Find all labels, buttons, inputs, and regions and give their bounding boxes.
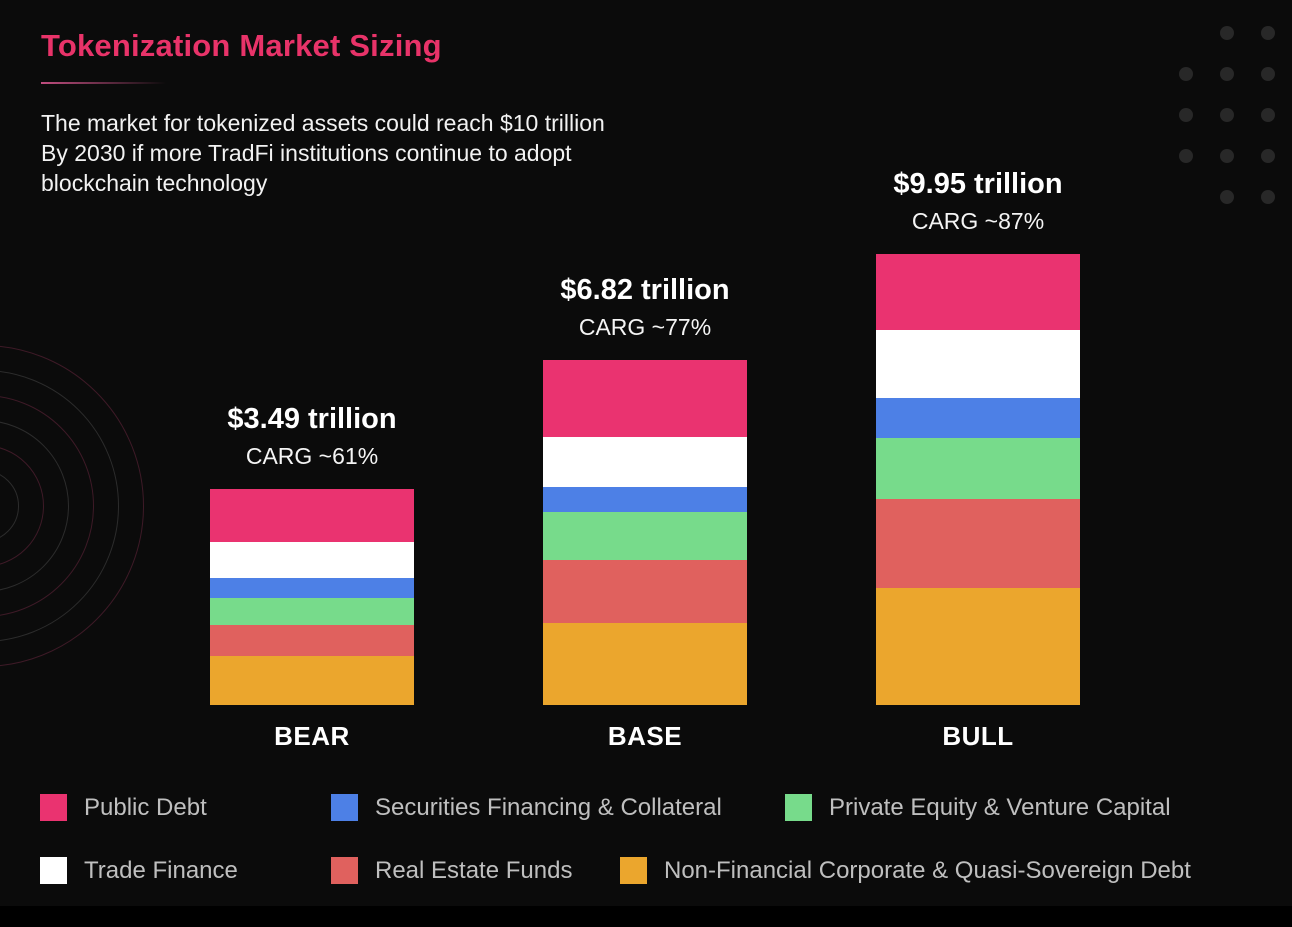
legend-swatch-private-equity-venture-capital — [785, 794, 812, 821]
legend-item-real-estate-funds: Real Estate Funds — [331, 857, 620, 885]
legend-row-2: Trade Finance Real Estate Funds Non-Financ… — [40, 856, 1191, 885]
segment-real-estate-funds — [543, 560, 747, 623]
dot-decoration — [1220, 26, 1234, 40]
segment-non-financial-corporate-quasi-sovereign-debt — [543, 623, 747, 705]
legend-label-public-debt: Public Debt — [84, 793, 207, 821]
legend-item-public-debt: Public Debt — [40, 794, 331, 822]
segment-private-equity-venture-capital — [543, 512, 747, 560]
legend-label-real-estate-funds: Real Estate Funds — [375, 856, 573, 884]
subtitle-line: blockchain technology — [41, 170, 268, 196]
stacked-bar-base — [543, 360, 747, 705]
legend-label-non-financial-corporate-quasi-sovereign-debt: Non-Financial Corporate & Quasi-Sovereig… — [664, 856, 1191, 884]
legend-row-1: Public Debt Securities Financing & Collat… — [40, 793, 1191, 822]
segment-public-debt — [543, 360, 747, 437]
segment-non-financial-corporate-quasi-sovereign-debt — [876, 588, 1080, 705]
subtitle: The market for tokenized assets could re… — [41, 108, 605, 198]
legend-label-securities-financing-collateral: Securities Financing & Collateral — [375, 793, 722, 821]
scenario-label-bear: BEAR — [274, 721, 350, 751]
growth-label-bear: CARG ~61% — [245, 443, 379, 469]
dot-decoration — [1261, 149, 1275, 163]
dot-decoration — [1220, 67, 1234, 81]
segment-trade-finance — [210, 542, 414, 578]
dot-decoration — [1261, 26, 1275, 40]
legend-swatch-public-debt — [40, 794, 67, 821]
dot-grid-decoration — [1179, 26, 1275, 204]
dot-decoration — [1179, 67, 1193, 81]
stacked-bar-bear — [210, 489, 414, 705]
legend-item-private-equity-venture-capital: Private Equity & Venture Capital — [785, 794, 1171, 822]
total-label-base: $6.82 trillion — [560, 274, 730, 306]
stacked-bar-bull — [876, 254, 1080, 705]
header: Tokenization Market Sizing The market fo… — [41, 28, 605, 198]
dot-decoration — [1220, 149, 1234, 163]
segment-securities-financing-collateral — [543, 487, 747, 512]
bar-group-bear: $3.49 trillion CARG ~61% — [210, 402, 414, 705]
growth-label-bull: CARG ~87% — [911, 208, 1045, 234]
dot-decoration — [1261, 108, 1275, 122]
legend-item-securities-financing-collateral: Securities Financing & Collateral — [331, 794, 785, 822]
legend-swatch-non-financial-corporate-quasi-sovereign-debt — [620, 857, 647, 884]
legend-swatch-trade-finance — [40, 857, 67, 884]
legend-swatch-securities-financing-collateral — [331, 794, 358, 821]
total-label-bull: $9.95 trillion — [893, 168, 1063, 200]
segment-real-estate-funds — [876, 499, 1080, 588]
subtitle-line: The market for tokenized assets could re… — [41, 110, 605, 136]
dot-decoration — [1261, 190, 1275, 204]
segment-securities-financing-collateral — [210, 578, 414, 598]
legend: Public Debt Securities Financing & Collat… — [40, 793, 1191, 885]
subtitle-line: By 2030 if more TradFi institutions cont… — [41, 140, 572, 166]
segment-non-financial-corporate-quasi-sovereign-debt — [210, 656, 414, 705]
dot-decoration — [1220, 108, 1234, 122]
bar-group-bull: $9.95 trillion CARG ~87% — [876, 167, 1080, 705]
growth-label-base: CARG ~77% — [578, 314, 712, 340]
title-underline — [41, 82, 166, 84]
dot-decoration — [1220, 190, 1234, 204]
segment-real-estate-funds — [210, 625, 414, 656]
bar-group-base: $6.82 trillion CARG ~77% — [543, 273, 747, 705]
segment-private-equity-venture-capital — [876, 438, 1080, 499]
legend-label-private-equity-venture-capital: Private Equity & Venture Capital — [829, 793, 1171, 821]
dot-decoration — [1179, 149, 1193, 163]
legend-label-trade-finance: Trade Finance — [84, 856, 238, 884]
bottom-strip — [0, 906, 1292, 927]
scenario-label-base: BASE — [607, 721, 683, 751]
segment-trade-finance — [876, 330, 1080, 398]
segment-private-equity-venture-capital — [210, 598, 414, 625]
dot-decoration — [1179, 108, 1193, 122]
legend-swatch-real-estate-funds — [331, 857, 358, 884]
page-title: Tokenization Market Sizing — [41, 28, 442, 63]
segment-public-debt — [876, 254, 1080, 330]
segment-trade-finance — [543, 437, 747, 487]
total-label-bear: $3.49 trillion — [227, 403, 397, 435]
scenario-label-bull: BULL — [942, 721, 1014, 751]
dot-decoration — [1261, 67, 1275, 81]
segment-securities-financing-collateral — [876, 398, 1080, 438]
segment-public-debt — [210, 489, 414, 542]
legend-item-non-financial-corporate-quasi-sovereign-debt: Non-Financial Corporate & Quasi-Sovereig… — [620, 857, 1191, 885]
legend-item-trade-finance: Trade Finance — [40, 857, 331, 885]
